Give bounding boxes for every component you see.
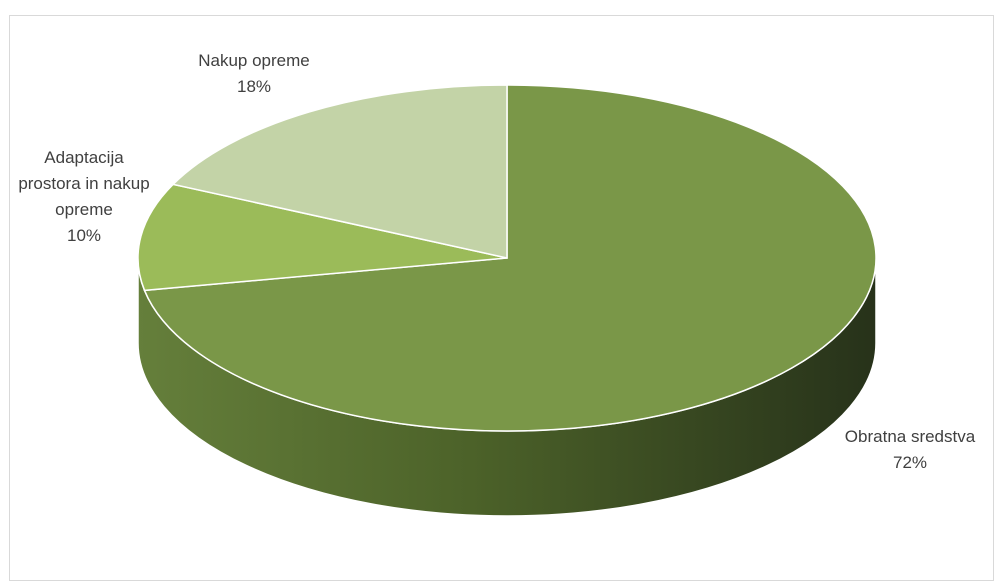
data-label-category: prostora in nakup: [18, 174, 149, 193]
data-label-percent: 72%: [893, 453, 927, 472]
data-label-category: Nakup opreme: [198, 51, 310, 70]
data-label-2: Nakup opreme 18%: [198, 51, 310, 96]
pie-slice-2: [171, 84, 508, 259]
data-label-percent: 10%: [67, 226, 101, 245]
data-label-0: Obratna sredstva 72%: [845, 427, 976, 472]
data-label-percent: 18%: [237, 77, 271, 96]
data-label-category: Adaptacija: [44, 148, 124, 167]
data-label-1: Adaptacija prostora in nakup opreme 10%: [18, 148, 149, 245]
pie-slice-0: [143, 84, 877, 432]
pie-slice-1: [137, 183, 508, 292]
data-label-category: Obratna sredstva: [845, 427, 976, 446]
data-label-category: opreme: [55, 200, 113, 219]
